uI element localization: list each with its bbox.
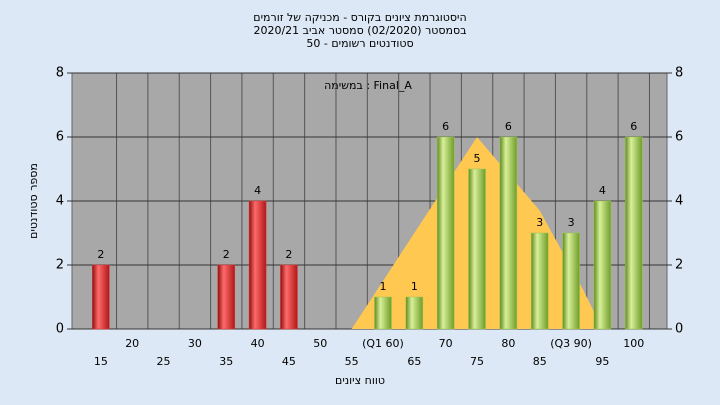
data-label: 3 bbox=[536, 216, 543, 229]
x-tick-label: 45 bbox=[282, 355, 296, 368]
bar bbox=[248, 200, 267, 330]
bar bbox=[468, 168, 486, 330]
data-label: 5 bbox=[474, 152, 481, 165]
y-tick-label: 6 bbox=[56, 130, 64, 145]
data-label: 1 bbox=[411, 280, 418, 293]
x-tick-label: 40 bbox=[251, 337, 265, 350]
x-tick-label: 20 bbox=[125, 337, 139, 350]
chart-subtitle: בסמסטר (02/2020) סמסטר אביב 2020/21 bbox=[253, 24, 466, 37]
bar bbox=[436, 136, 455, 330]
data-label: 4 bbox=[599, 184, 606, 197]
x-tick-label: 65 bbox=[407, 355, 421, 368]
data-label: 4 bbox=[254, 184, 261, 197]
bar bbox=[374, 296, 392, 330]
data-label: 2 bbox=[285, 248, 292, 261]
y-tick-label: 2 bbox=[56, 258, 64, 273]
y-axis-label: מספר סטודנטים bbox=[27, 163, 40, 239]
x-tick-label: 85 bbox=[533, 355, 547, 368]
bar bbox=[405, 296, 424, 330]
y2-tick-label: 4 bbox=[675, 194, 683, 209]
x-tick-label: (Q1 60) bbox=[362, 337, 404, 350]
annotation: במשימה : Final_A bbox=[324, 79, 412, 92]
chart-subtitle: סטודנטים רשומים - 50 bbox=[306, 37, 413, 50]
x-tick-label: 25 bbox=[157, 355, 171, 368]
data-label: 2 bbox=[223, 248, 230, 261]
y2-tick-label: 8 bbox=[675, 66, 683, 81]
x-tick-label: 80 bbox=[501, 337, 515, 350]
data-label: 6 bbox=[442, 120, 449, 133]
x-axis-label: טווח ציונים bbox=[335, 374, 385, 387]
x-tick-label: 55 bbox=[345, 355, 359, 368]
y2-tick-label: 6 bbox=[675, 130, 683, 145]
x-tick-label: 95 bbox=[595, 355, 609, 368]
data-label: 1 bbox=[379, 280, 386, 293]
x-tick-label: (Q3 90) bbox=[550, 337, 592, 350]
bar bbox=[593, 200, 612, 330]
chart-title: היסטוגרמת ציונים בקורס - מכניקה של זורמי… bbox=[253, 11, 466, 24]
y-tick-label: 4 bbox=[56, 194, 64, 209]
data-label: 6 bbox=[630, 120, 637, 133]
y2-tick-label: 0 bbox=[675, 322, 683, 337]
y-tick-label: 8 bbox=[56, 66, 64, 81]
y-tick-label: 0 bbox=[56, 322, 64, 337]
bar bbox=[499, 136, 518, 330]
data-label: 2 bbox=[97, 248, 104, 261]
bar bbox=[280, 264, 298, 330]
x-tick-label: 100 bbox=[623, 337, 644, 350]
data-label: 3 bbox=[568, 216, 575, 229]
x-tick-label: 15 bbox=[94, 355, 108, 368]
x-tick-label: 70 bbox=[439, 337, 453, 350]
x-tick-label: 30 bbox=[188, 337, 202, 350]
bar bbox=[625, 136, 643, 330]
bar bbox=[530, 232, 549, 330]
x-tick-label: 75 bbox=[470, 355, 484, 368]
x-tick-label: 35 bbox=[219, 355, 233, 368]
bar bbox=[562, 232, 580, 330]
bar bbox=[217, 264, 235, 330]
x-tick-label: 50 bbox=[313, 337, 327, 350]
data-label: 6 bbox=[505, 120, 512, 133]
bar bbox=[92, 264, 110, 330]
y2-tick-label: 2 bbox=[675, 258, 683, 273]
